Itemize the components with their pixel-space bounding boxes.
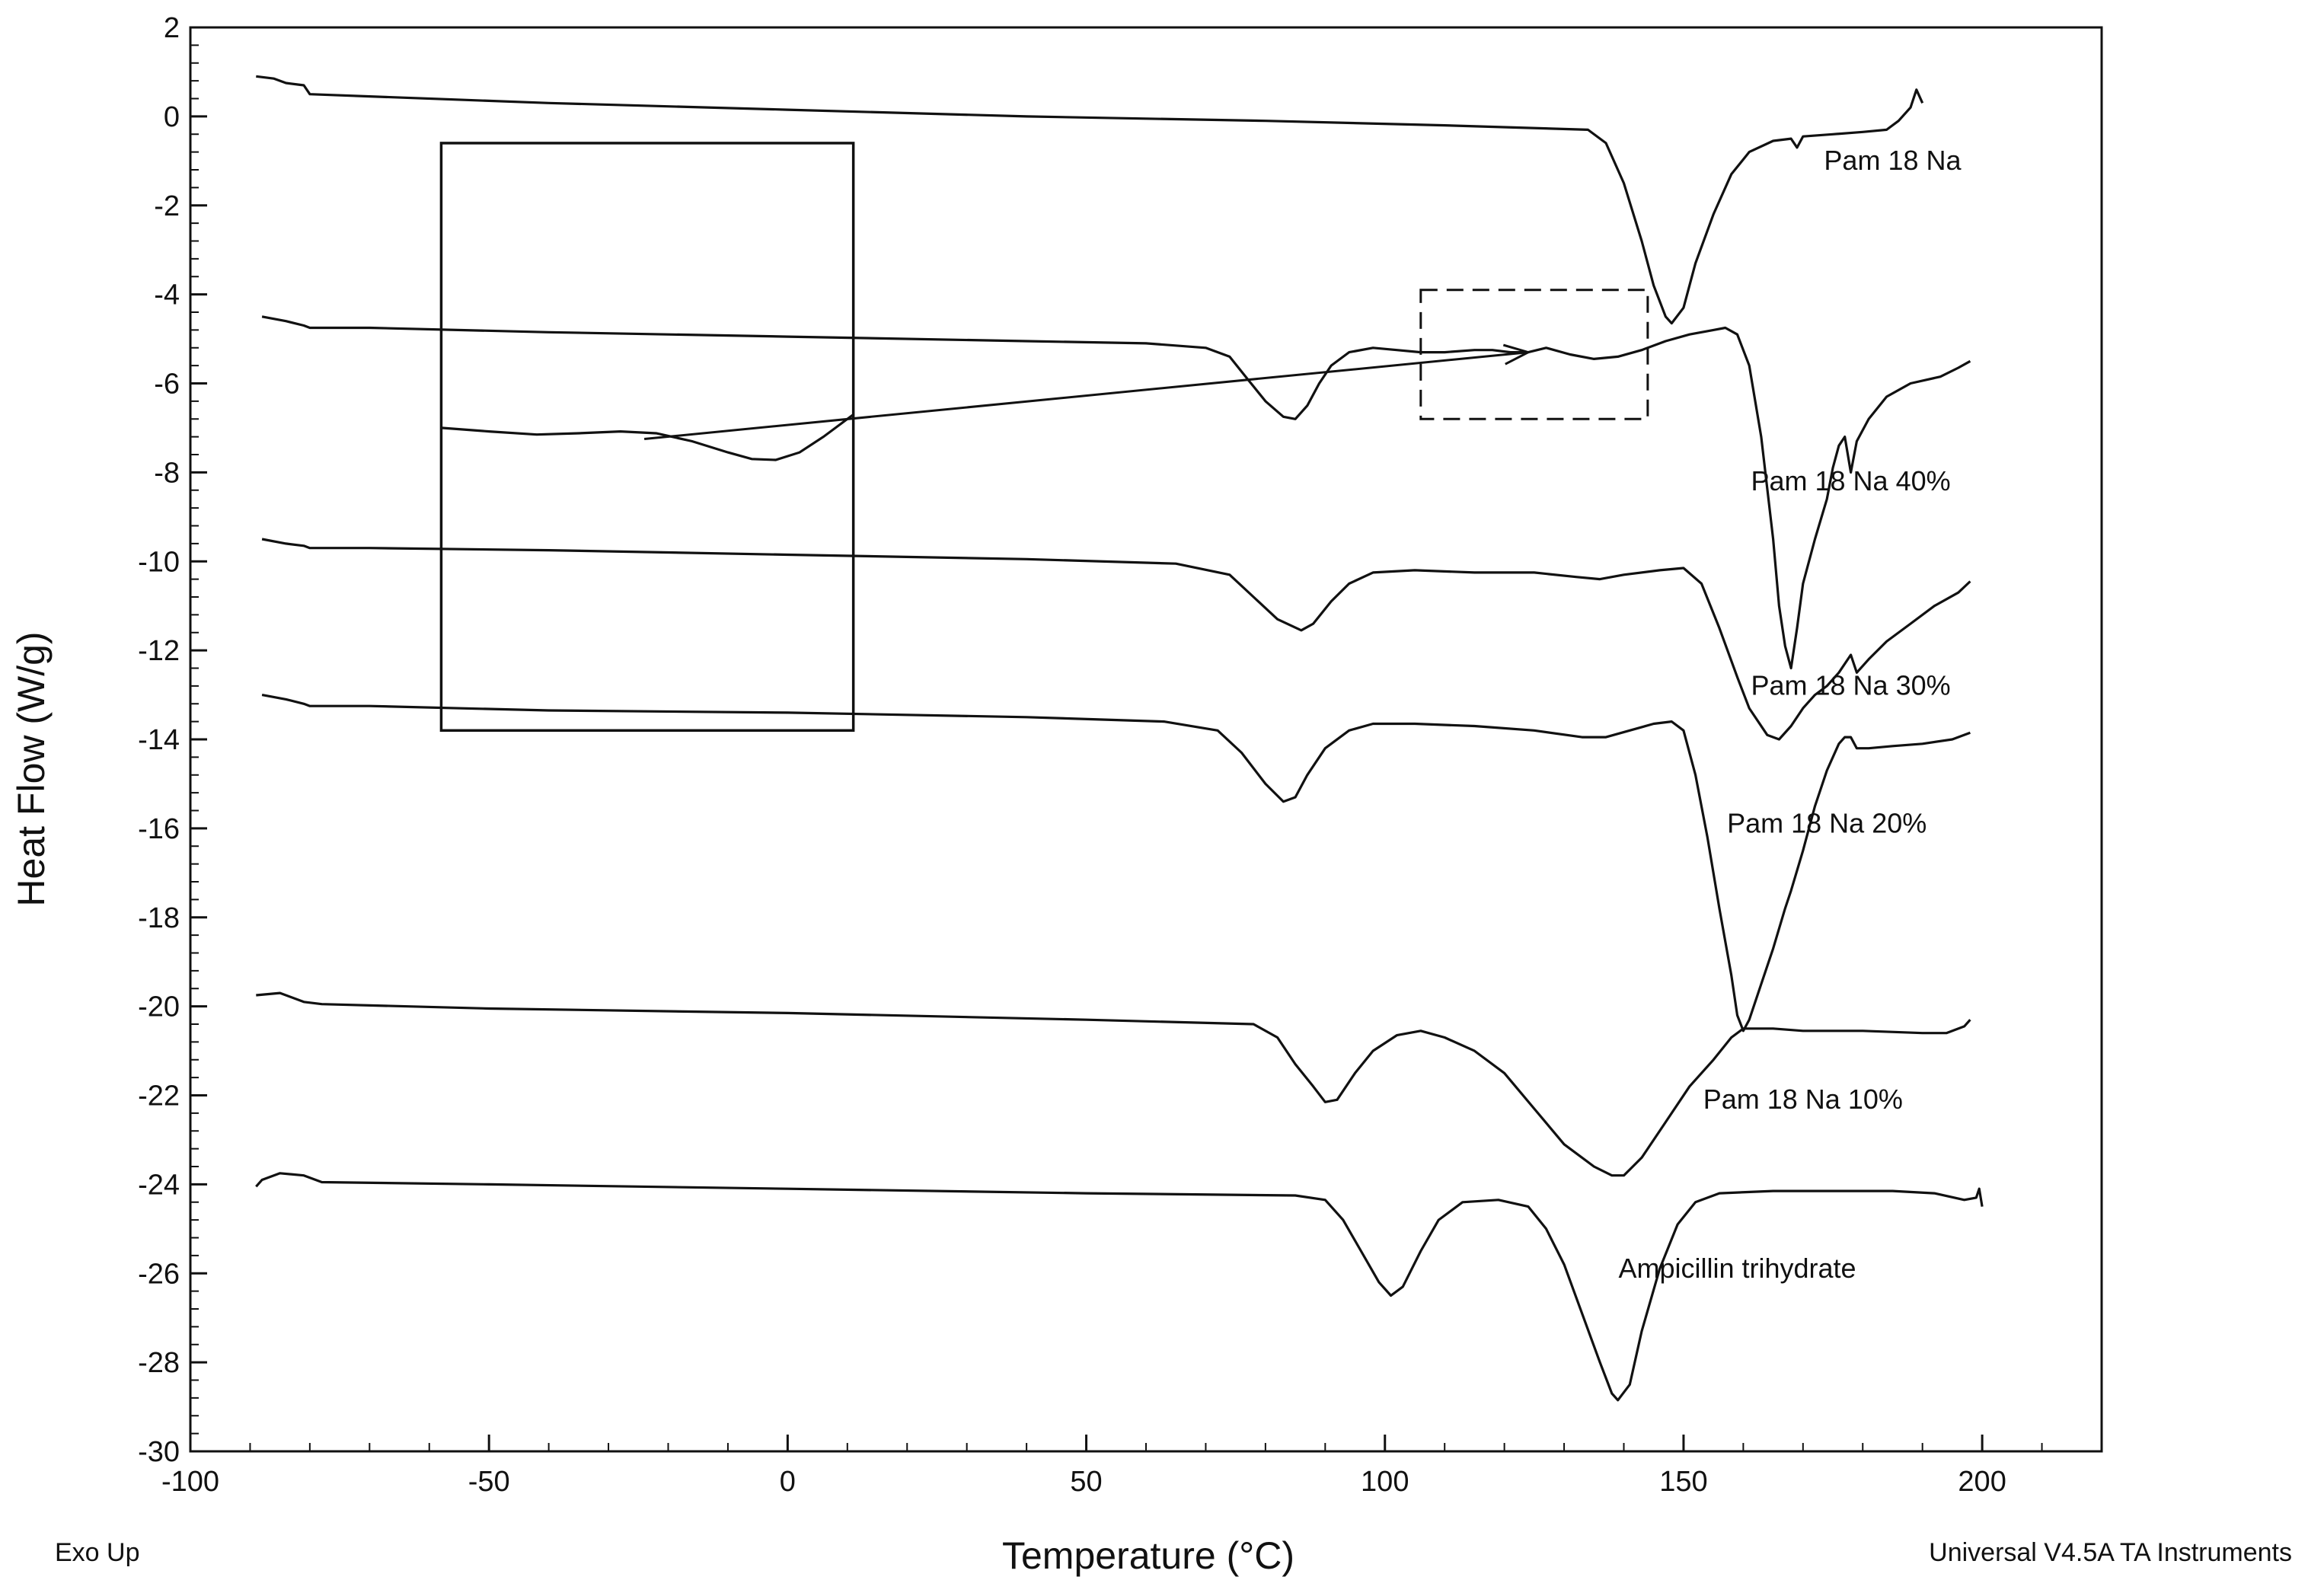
y-tick-label: -6 bbox=[154, 369, 180, 401]
x-tick-label: 0 bbox=[780, 1466, 796, 1498]
zoom-arrow-line bbox=[643, 351, 1529, 441]
y-tick-label: -18 bbox=[138, 902, 180, 934]
series-label-6: Ampicillin trihydrate bbox=[1618, 1253, 1856, 1284]
x-tick-label: -50 bbox=[468, 1466, 510, 1498]
inset-zoom bbox=[439, 142, 1649, 733]
x-tick-label: 100 bbox=[1361, 1466, 1409, 1498]
y-axis-title: Heat Flow (W/g) bbox=[10, 631, 53, 906]
series-lines bbox=[255, 75, 1984, 1402]
y-tick-label: -4 bbox=[154, 279, 180, 311]
y-tick-label: -26 bbox=[138, 1258, 180, 1290]
y-tick-label: -8 bbox=[154, 457, 180, 489]
x-tick-label: -100 bbox=[161, 1466, 219, 1498]
series-line-5 bbox=[256, 991, 1971, 1177]
footer-exo-up: Exo Up bbox=[55, 1538, 140, 1567]
zoom-region-box bbox=[1419, 289, 1649, 420]
y-tick-label: -2 bbox=[154, 190, 180, 222]
y-tick-label: -16 bbox=[138, 813, 180, 845]
series-labels: Pam 18 Na Pam 18 Na 40% Pam 18 Na 30% Pam 1… bbox=[1618, 145, 1962, 1284]
series-line-4 bbox=[261, 694, 1971, 1033]
y-tick-label: -14 bbox=[138, 724, 180, 756]
y-tick-label: 0 bbox=[164, 101, 180, 133]
y-tick-label: -12 bbox=[138, 635, 180, 667]
series-label-5: Pam 18 Na 10% bbox=[1703, 1084, 1903, 1115]
y-tick-label: -28 bbox=[138, 1347, 180, 1379]
axis-tick-labels: -100 -50 0 50 100 150 200 2 0 -2 -4 -6 -8 -10 -12 -14 -1… bbox=[138, 12, 2006, 1498]
footer-instrument: Universal V4.5A TA Instruments bbox=[1929, 1538, 2292, 1567]
series-line-2 bbox=[261, 315, 1971, 670]
y-tick-label: -20 bbox=[138, 991, 180, 1023]
series-label-2: Pam 18 Na 40% bbox=[1751, 465, 1950, 496]
y-tick-label: 2 bbox=[164, 12, 180, 44]
series-line-1 bbox=[256, 75, 1924, 325]
series-line-6 bbox=[255, 1172, 1984, 1402]
x-tick-label: 150 bbox=[1659, 1466, 1707, 1498]
series-line-3 bbox=[261, 538, 1971, 741]
x-tick-label: 50 bbox=[1070, 1466, 1102, 1498]
y-tick-label: -24 bbox=[138, 1169, 180, 1201]
series-label-1: Pam 18 Na bbox=[1824, 145, 1962, 176]
y-tick-label: -10 bbox=[138, 546, 180, 578]
series-label-3: Pam 18 Na 30% bbox=[1751, 670, 1950, 701]
inset-box bbox=[439, 142, 855, 733]
x-axis-title: Temperature (°C) bbox=[1002, 1534, 1294, 1577]
x-tick-label: 200 bbox=[1958, 1466, 2006, 1498]
axis-ticks bbox=[189, 26, 2102, 1453]
series-label-4: Pam 18 Na 20% bbox=[1727, 808, 1927, 839]
inset-curve bbox=[441, 413, 854, 461]
y-tick-label: -30 bbox=[138, 1436, 180, 1468]
y-tick-label: -22 bbox=[138, 1080, 180, 1112]
